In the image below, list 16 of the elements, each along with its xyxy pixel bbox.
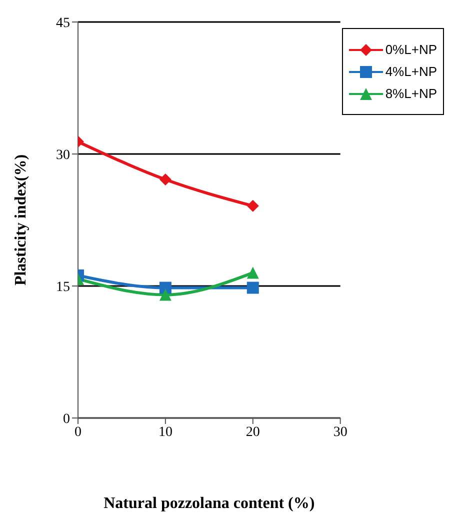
x-tick-label: 20 <box>246 424 260 440</box>
y-axis-title: Plasticity index(%) <box>12 154 30 286</box>
x-tick-label: 10 <box>158 424 172 440</box>
legend-label: 8%L+NP <box>385 86 437 101</box>
y-tick-label: 30 <box>56 148 70 163</box>
point <box>246 282 259 294</box>
y-tick-label: 0 <box>63 412 70 427</box>
legend-label: 4%L+NP <box>385 64 437 79</box>
point <box>246 200 259 212</box>
x-tick-label: 0 <box>74 424 82 440</box>
y-tick-label: 45 <box>56 16 70 31</box>
y-tick-label: 15 <box>56 280 70 295</box>
x-axis-title: Natural pozzolana content (%) <box>104 495 315 512</box>
x-tick-label: 30 <box>333 424 348 440</box>
legend-label: 0%L+NP <box>385 42 437 57</box>
point <box>246 266 259 279</box>
